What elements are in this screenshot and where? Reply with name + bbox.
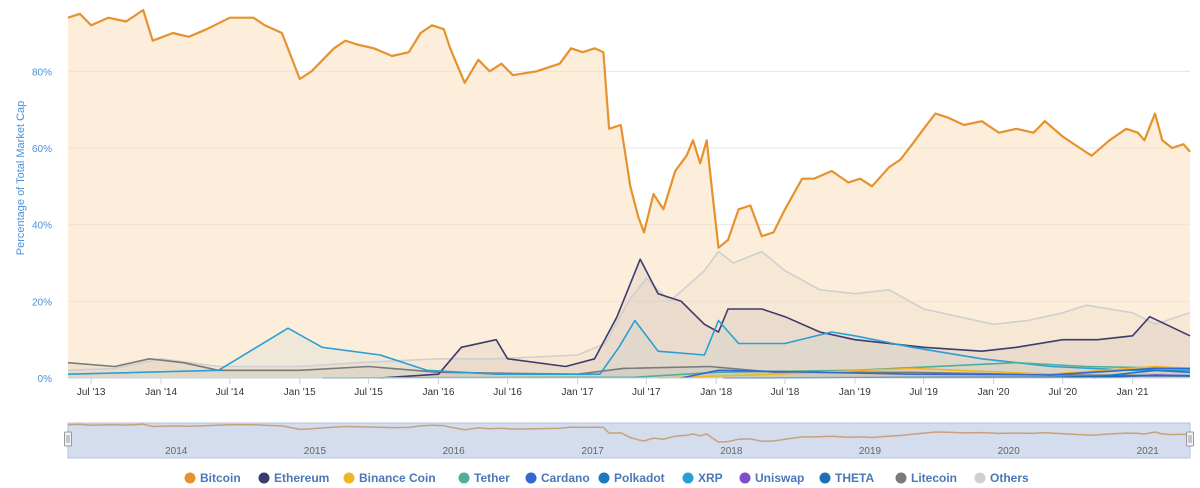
x-tick-label: Jul '16 xyxy=(493,387,522,398)
line-cardano xyxy=(681,367,1190,379)
navigator-mask[interactable] xyxy=(67,422,1191,459)
legend-marker xyxy=(895,472,907,484)
x-axis: Jul '13 Jan '14 Jul '14 Jan '15 Jul '15 Jan '… xyxy=(68,377,1190,398)
y-tick-label: 80% xyxy=(32,67,52,78)
y-tick-label: 20% xyxy=(32,297,52,308)
x-tick-label: Jan '16 xyxy=(422,387,454,398)
x-tick-label: Jul '17 xyxy=(632,387,661,398)
navigator-year-label: 2021 xyxy=(1137,446,1160,457)
x-tick-label: Jan '21 xyxy=(1117,387,1149,398)
x-tick-label: Jan '18 xyxy=(700,387,732,398)
navigator-year-label: 2017 xyxy=(582,446,605,457)
y-axis: 0% 20% 40% 60% 80% xyxy=(32,67,52,385)
legend-marker xyxy=(258,472,270,484)
navigator[interactable]: 2014 2015 2016 2017 2018 2019 2020 2021 xyxy=(64,422,1194,459)
x-tick-label: Jul '15 xyxy=(354,387,383,398)
line-ethereum xyxy=(380,258,1191,379)
legend-label: Cardano xyxy=(541,471,590,485)
legend-label: XRP xyxy=(698,471,723,485)
x-tick-label: Jan '17 xyxy=(562,387,594,398)
navigator-series-line xyxy=(67,423,1191,443)
legend-item-uniswap[interactable]: Uniswap xyxy=(739,471,805,485)
line-litecoin xyxy=(67,358,1191,377)
legend-item-cardano[interactable]: Cardano xyxy=(525,471,590,485)
legend-marker xyxy=(525,472,537,484)
legend-label: Ethereum xyxy=(274,471,329,485)
x-tick-label: Jan '19 xyxy=(839,387,871,398)
legend-item-bitcoin[interactable]: Bitcoin xyxy=(184,471,241,485)
legend-label: Polkadot xyxy=(614,471,665,485)
legend-marker xyxy=(184,472,196,484)
x-tick-label: Jul '19 xyxy=(909,387,938,398)
navigator-year-label: 2020 xyxy=(998,446,1021,457)
legend: Bitcoin Ethereum Binance Coin Tether Cardano… xyxy=(184,471,1030,485)
navigator-year-label: 2014 xyxy=(165,446,188,457)
legend-label: Others xyxy=(990,471,1029,485)
x-tick-label: Jan '20 xyxy=(978,387,1010,398)
legend-marker xyxy=(739,472,751,484)
legend-item-xrp[interactable]: XRP xyxy=(682,471,723,485)
legend-label: Litecoin xyxy=(911,471,957,485)
legend-label: THETA xyxy=(835,471,874,485)
y-tick-label: 0% xyxy=(38,374,53,385)
legend-item-others[interactable]: Others xyxy=(974,471,1030,485)
legend-marker xyxy=(974,472,986,484)
legend-item-ethereum[interactable]: Ethereum xyxy=(258,471,330,485)
y-axis-label: Percentage of Total Market Cap xyxy=(15,101,27,256)
series-lines xyxy=(67,8,1191,379)
legend-label: Bitcoin xyxy=(200,471,241,485)
navigator-year-label: 2015 xyxy=(304,446,327,457)
line-xrp xyxy=(67,319,1190,375)
legend-item-tether[interactable]: Tether xyxy=(458,471,511,485)
navigator-year-label: 2019 xyxy=(859,446,882,457)
legend-item-theta[interactable]: THETA xyxy=(819,471,875,485)
line-binance-coin xyxy=(658,365,1191,379)
legend-label: Binance Coin xyxy=(359,471,436,485)
line-others xyxy=(67,250,1191,372)
legend-item-polkadot[interactable]: Polkadot xyxy=(598,471,665,485)
series-areas xyxy=(68,10,1190,378)
legend-marker xyxy=(598,472,610,484)
x-tick-label: Jan '14 xyxy=(145,387,177,398)
legend-marker xyxy=(343,472,355,484)
legend-item-binance-coin[interactable]: Binance Coin xyxy=(343,471,436,485)
x-tick-label: Jan '15 xyxy=(284,387,316,398)
legend-label: Uniswap xyxy=(755,471,804,485)
x-tick-label: Jul '20 xyxy=(1048,387,1077,398)
y-tick-label: 40% xyxy=(32,221,52,232)
x-tick-label: Jul '18 xyxy=(771,387,800,398)
legend-marker xyxy=(458,472,470,484)
navigator-year-label: 2016 xyxy=(442,446,465,457)
legend-marker xyxy=(819,472,831,484)
legend-marker xyxy=(682,472,694,484)
area-bitcoin xyxy=(68,10,1190,378)
navigator-left-handle[interactable] xyxy=(64,431,72,447)
x-tick-label: Jul '14 xyxy=(216,387,245,398)
x-tick-label: Jul '13 xyxy=(77,387,106,398)
navigator-right-handle[interactable] xyxy=(1186,431,1194,447)
navigator-year-label: 2018 xyxy=(720,446,743,457)
legend-item-litecoin[interactable]: Litecoin xyxy=(895,471,958,485)
line-bitcoin xyxy=(67,8,1191,249)
legend-label: Tether xyxy=(474,471,510,485)
y-tick-label: 60% xyxy=(32,144,52,155)
